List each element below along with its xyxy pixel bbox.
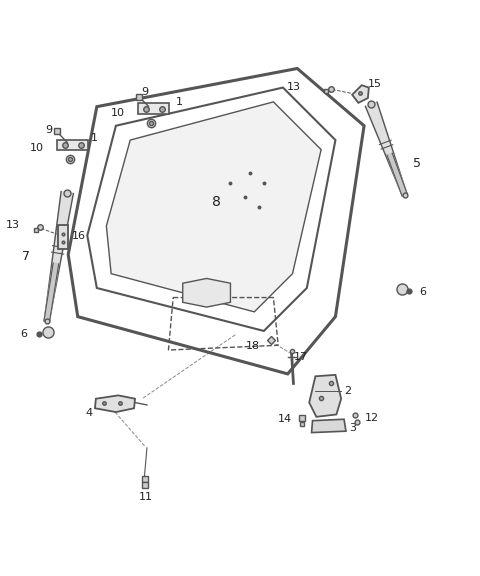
Text: 9: 9: [141, 88, 148, 97]
Text: 8: 8: [212, 195, 221, 209]
Text: 6: 6: [21, 329, 28, 339]
Polygon shape: [387, 153, 407, 196]
Text: 17: 17: [294, 352, 308, 362]
Text: 7: 7: [22, 251, 30, 263]
Text: 13: 13: [6, 219, 20, 229]
Text: 1: 1: [176, 97, 182, 107]
Text: 3: 3: [349, 423, 356, 433]
Polygon shape: [183, 278, 230, 307]
Text: 16: 16: [72, 230, 86, 241]
Polygon shape: [138, 103, 168, 114]
Polygon shape: [309, 375, 341, 417]
Polygon shape: [44, 192, 73, 322]
Text: 5: 5: [413, 157, 421, 170]
Polygon shape: [312, 419, 346, 433]
Text: 11: 11: [139, 491, 153, 502]
Text: 12: 12: [365, 413, 379, 423]
Text: 9: 9: [46, 124, 53, 135]
Text: 13: 13: [287, 82, 301, 92]
Text: 1: 1: [91, 132, 98, 143]
Polygon shape: [107, 102, 321, 312]
Polygon shape: [365, 102, 407, 196]
Text: 14: 14: [277, 414, 291, 425]
Polygon shape: [352, 85, 369, 103]
Text: 6: 6: [419, 287, 426, 297]
Polygon shape: [44, 263, 59, 322]
Text: 4: 4: [86, 408, 93, 418]
Text: 15: 15: [368, 79, 382, 89]
Text: 10: 10: [29, 143, 43, 153]
Polygon shape: [95, 395, 135, 412]
Polygon shape: [57, 139, 87, 150]
Bar: [58, 225, 68, 249]
Text: 18: 18: [246, 341, 260, 351]
Text: 10: 10: [110, 108, 124, 118]
Text: 2: 2: [344, 385, 351, 396]
